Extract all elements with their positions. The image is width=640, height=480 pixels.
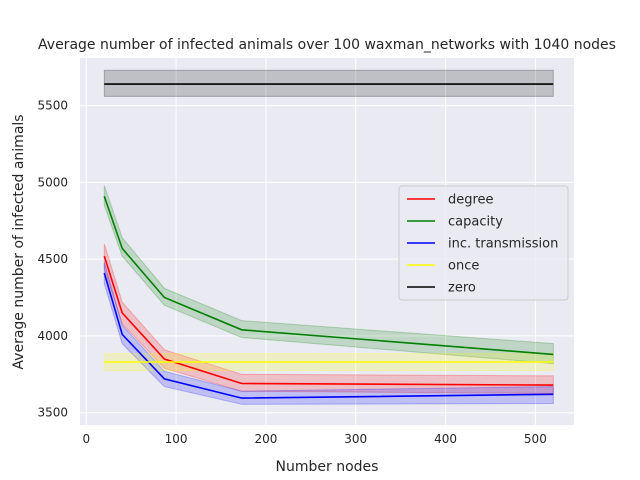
y-tick-label: 4000: [37, 329, 68, 343]
chart-title: Average number of infected animals over …: [38, 37, 616, 53]
series-line-capacity: [103, 195, 554, 356]
legend-label-degree: degree: [448, 193, 494, 208]
x-tick-label: 500: [524, 432, 547, 446]
series-line-degree: [103, 255, 554, 386]
legend-label-zero: zero: [448, 281, 476, 296]
band-inc-transmission: [103, 262, 554, 405]
x-tick-label: 300: [344, 432, 367, 446]
x-tick-label: 200: [254, 432, 277, 446]
band-degree: [103, 243, 554, 395]
x-tick-label: 100: [165, 432, 188, 446]
legend-label-capacity: capacity: [448, 215, 503, 230]
legend-label-inc-transmission: inc. transmission: [448, 237, 558, 252]
y-tick-label: 5500: [37, 99, 68, 113]
x-axis-label: Number nodes: [276, 459, 379, 475]
x-tick-label: 400: [434, 432, 457, 446]
series-lines: [103, 83, 554, 399]
series-line-inc-transmission: [103, 272, 554, 399]
y-tick-labels: 3500 4000 4500 5000 5500: [37, 99, 68, 420]
x-tick-labels: 0 100 200 300 400 500: [82, 432, 546, 446]
y-tick-label: 4500: [37, 252, 68, 266]
legend-label-once: once: [448, 259, 479, 274]
y-tick-label: 5000: [37, 175, 68, 189]
y-tick-label: 3500: [37, 406, 68, 420]
legend-box: [398, 185, 569, 301]
legend: degree capacity inc. transmission once zero: [398, 185, 569, 301]
x-tick-label: 0: [82, 432, 90, 446]
y-axis-label: Average number of infected animals: [11, 114, 27, 369]
